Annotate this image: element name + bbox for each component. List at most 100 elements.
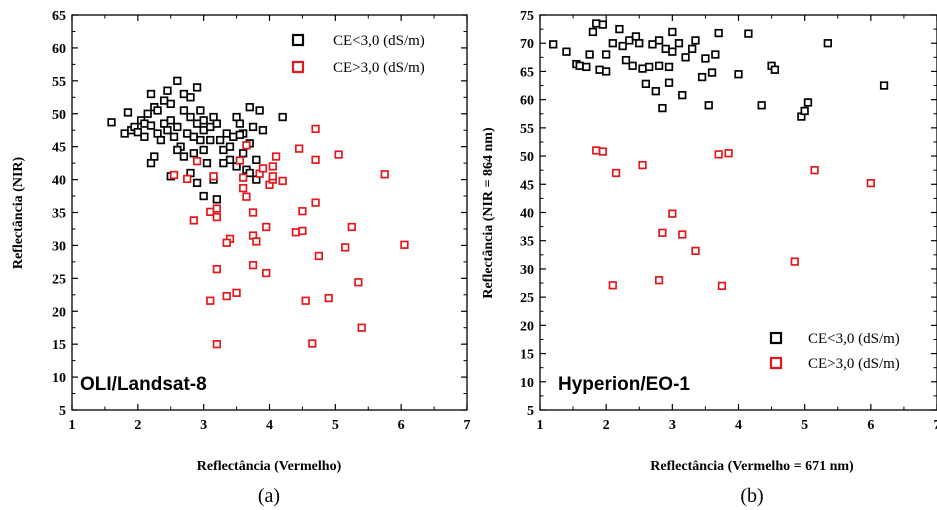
data-point xyxy=(186,112,195,122)
data-point xyxy=(595,65,604,74)
x-tick-label: 1 xyxy=(69,418,76,433)
data-point xyxy=(314,251,324,261)
data-point xyxy=(311,124,320,134)
data-point xyxy=(189,132,198,141)
data-point xyxy=(800,106,809,116)
data-point xyxy=(133,128,142,137)
data-point xyxy=(664,78,674,87)
y-tick-label: 10 xyxy=(520,376,534,391)
data-point xyxy=(143,109,152,118)
data-point xyxy=(298,207,307,216)
data-point xyxy=(235,119,245,128)
data-point xyxy=(621,55,631,65)
data-point xyxy=(615,24,624,34)
data-point xyxy=(354,278,363,287)
data-point xyxy=(357,323,366,332)
data-point xyxy=(183,174,192,184)
data-point xyxy=(206,135,215,145)
data-point xyxy=(209,112,218,122)
y-tick-label: 20 xyxy=(52,305,66,320)
data-point xyxy=(803,98,813,107)
data-point xyxy=(245,168,254,178)
data-point xyxy=(199,145,208,155)
y-tick-label: 35 xyxy=(520,235,534,250)
data-point xyxy=(199,191,208,201)
data-point xyxy=(179,106,189,115)
data-point xyxy=(704,101,713,110)
x-tick-label: 2 xyxy=(134,418,141,433)
data-point xyxy=(262,222,271,232)
data-point xyxy=(166,116,175,125)
series-ce-below-3 xyxy=(549,19,889,121)
data-point xyxy=(235,156,245,165)
data-point xyxy=(707,68,717,77)
data-point xyxy=(611,168,621,178)
y-axis-label: Reflectância (NIR) xyxy=(11,156,26,269)
data-point xyxy=(631,32,641,41)
data-point xyxy=(179,89,189,99)
data-point xyxy=(189,149,198,158)
data-point xyxy=(311,155,320,164)
data-point xyxy=(585,50,594,59)
y-tick-label: 55 xyxy=(520,122,534,137)
data-point xyxy=(549,40,558,49)
data-point xyxy=(664,62,674,72)
legend-label: CE<3,0 (dS/m) xyxy=(333,33,425,49)
data-point xyxy=(661,44,670,54)
data-point xyxy=(648,40,657,49)
data-point xyxy=(163,86,172,95)
data-point xyxy=(400,240,409,249)
data-point xyxy=(380,170,389,179)
y-tick-label: 30 xyxy=(520,263,534,278)
data-point xyxy=(153,129,162,138)
data-point xyxy=(658,103,667,113)
data-point xyxy=(192,178,202,188)
data-point xyxy=(334,150,343,159)
data-point xyxy=(810,166,819,175)
series-ce-below-3 xyxy=(107,76,287,204)
data-point xyxy=(255,106,264,115)
data-point xyxy=(645,62,654,72)
data-point xyxy=(199,126,208,135)
x-tick-label: 6 xyxy=(398,418,405,433)
data-point xyxy=(674,39,684,48)
data-point xyxy=(173,76,182,85)
data-point xyxy=(189,216,198,225)
data-point xyxy=(206,207,215,216)
y-tick-label: 15 xyxy=(52,338,66,353)
y-tick-label: 70 xyxy=(520,37,534,52)
x-tick-label: 5 xyxy=(801,418,808,433)
data-point xyxy=(618,41,627,51)
data-point xyxy=(608,281,617,290)
data-point xyxy=(179,152,189,161)
data-point xyxy=(668,47,677,56)
x-tick-label: 5 xyxy=(332,418,339,433)
x-tick-label: 4 xyxy=(266,418,273,433)
legend-marker xyxy=(769,331,783,345)
data-point xyxy=(235,130,245,139)
data-point xyxy=(724,149,733,158)
data-point xyxy=(278,176,287,186)
x-tick-label: 4 xyxy=(735,418,742,433)
data-point xyxy=(294,144,304,153)
data-point xyxy=(688,44,697,54)
data-point xyxy=(341,243,350,252)
data-point xyxy=(239,173,248,182)
data-point xyxy=(681,53,690,62)
data-point xyxy=(242,192,251,201)
x-tick-label: 3 xyxy=(200,418,207,433)
data-point xyxy=(169,170,179,180)
y-tick-label: 30 xyxy=(52,239,66,254)
data-point xyxy=(697,72,707,82)
data-point xyxy=(248,261,258,270)
data-point xyxy=(668,27,677,37)
data-point xyxy=(654,36,664,45)
data-point xyxy=(160,119,169,128)
y-tick-label: 50 xyxy=(520,150,534,165)
data-point xyxy=(146,89,156,99)
data-point xyxy=(206,296,215,305)
data-point xyxy=(744,29,753,38)
data-point xyxy=(212,204,221,213)
data-point xyxy=(651,87,660,96)
y-tick-label: 25 xyxy=(520,291,534,306)
